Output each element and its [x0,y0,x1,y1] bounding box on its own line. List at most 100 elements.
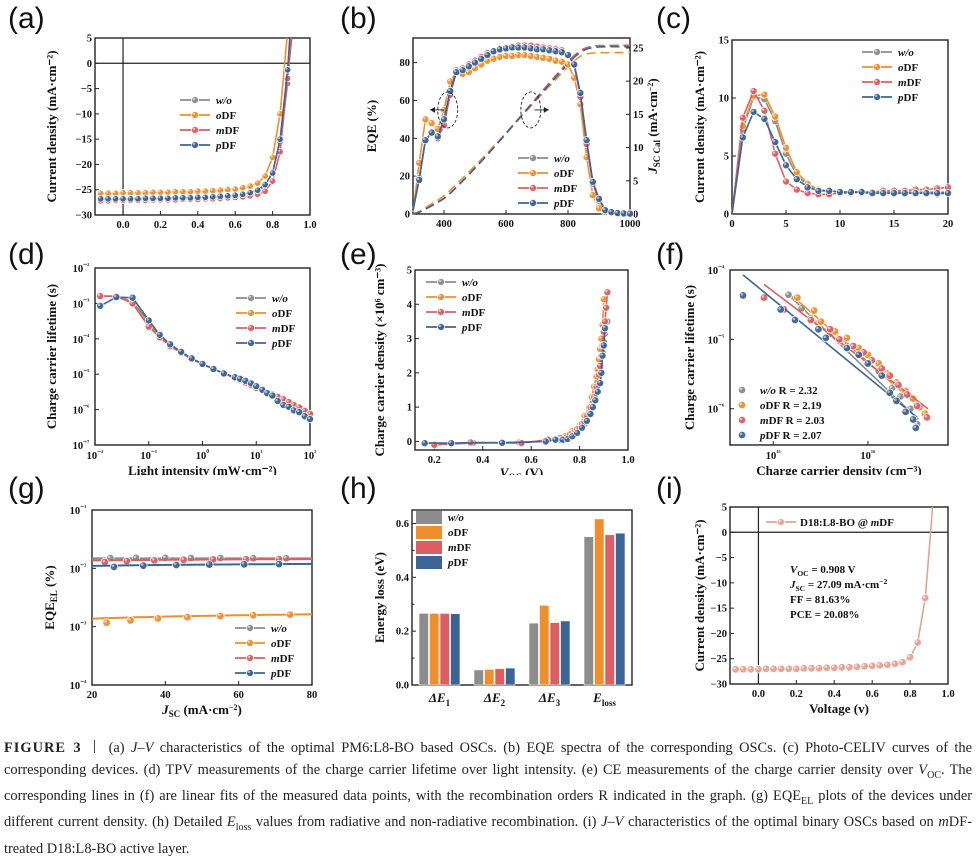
point-highlight [584,154,587,158]
legend-label: mDF [271,653,295,665]
y-axis-label-d: Charge carrier lifetime (s) [44,284,59,429]
point-highlight [167,341,171,345]
point-highlight [165,189,168,193]
point-highlight [763,666,767,670]
legend-marker [245,653,254,662]
data-point-d18 [814,664,824,673]
y-tick-label: 0 [405,210,410,221]
bar-wo-3 [583,536,594,686]
data-point-mDF [122,556,132,566]
arrow-right-icon [543,106,549,113]
point-highlight [98,196,101,199]
point-highlight [596,205,600,209]
data-point-pDF [172,560,181,570]
point-highlight [762,92,765,95]
x-tick-label: 0.2 [790,689,803,700]
point-highlight [816,188,819,191]
y-tick-label: 10⁻¹ [70,503,87,517]
point-highlight [435,126,438,129]
y2-axis-label-b: JSC Cal (mA·cm−2) [645,78,660,174]
plot-frame [414,269,629,451]
point-highlight [859,189,862,193]
legend-item-wo: w/o [862,47,914,59]
point-highlight [277,136,281,140]
data-point-oDF [816,317,826,326]
x-tick-label: 0.8 [266,220,279,230]
legend-label: mDF [554,183,578,195]
legend-label: pDF R = 2.07 [759,430,822,442]
data-point-pDF [274,559,284,569]
point-highlight [162,555,166,559]
data-point-mDF [826,325,835,334]
y-tick-label: −5 [716,553,727,564]
data-point-oDF [793,293,802,302]
point-highlight [543,439,546,442]
point-highlight [247,190,251,193]
point-highlight [602,207,606,211]
point-highlight [447,88,451,92]
data-point-oDF [238,183,247,192]
legend-item-wo: w/o [180,95,232,107]
plot-frame [729,506,949,685]
data-point-d18 [761,664,771,674]
point-highlight [786,666,789,670]
data-point-pDF [578,423,587,432]
point-highlight [133,555,137,559]
caption-fragment: m [938,814,949,831]
legend-marker [528,154,537,163]
point-highlight [892,661,896,665]
data-point-pDF [109,562,119,572]
x-tick-label: 10⁻¹ [140,448,157,462]
point-highlight [114,294,117,298]
legend-item-mDF: mDF [180,125,240,137]
point-highlight [276,561,280,565]
point-highlight [98,190,101,194]
data-point-pDF [171,194,180,202]
point-highlight [240,192,243,195]
data-point-pDF [179,194,187,202]
data-point-pDF [551,435,560,444]
data-point-oDF [771,112,780,121]
data-point-pDF [835,187,844,196]
x-tick-label: 40 [160,690,171,701]
point-highlight [416,177,420,181]
point-highlight [296,409,300,413]
data-point-oDF [285,610,295,619]
point-highlight [491,56,494,59]
point-highlight [232,374,236,378]
point-highlight [891,190,895,194]
data-point-wo [216,553,225,563]
point-highlight [808,317,812,321]
point-highlight [922,411,926,414]
data-point-pDF [238,190,247,198]
legend-item-wo: w/o R = 2.32 [737,385,818,397]
data-point-pDF [877,371,886,380]
point-highlight [609,209,612,213]
x-tick-label: 1.0 [621,455,634,466]
data-point-oDF [253,179,262,187]
point-highlight [416,160,420,164]
data-point-oDF [201,187,210,195]
data-point-pDF [911,189,920,198]
data-point-pDF [760,114,769,123]
y-tick-label: 0.6 [396,519,409,530]
figure-label: FIGURE 3 [4,740,82,756]
legend-item-oDF: oDF [236,308,292,320]
legend-marker [246,294,255,303]
point-highlight [565,52,569,56]
point-highlight [799,305,802,309]
point-highlight [225,187,228,190]
y-axis-label-a: Current density (mA·cm⁻²) [44,50,59,202]
data-point-pDF [446,86,455,95]
point-highlight [793,666,797,670]
point-highlight [600,353,603,356]
data-point-pDF [198,359,207,368]
point-highlight [874,49,878,53]
y-tick-label: 15 [719,36,730,47]
data-point-oDF [249,611,258,620]
data-point-mDF [792,185,801,194]
data-point-pDF [782,161,791,170]
legend-label: w/o [898,47,914,59]
point-highlight [248,295,252,299]
data-point-oDF [186,188,195,196]
